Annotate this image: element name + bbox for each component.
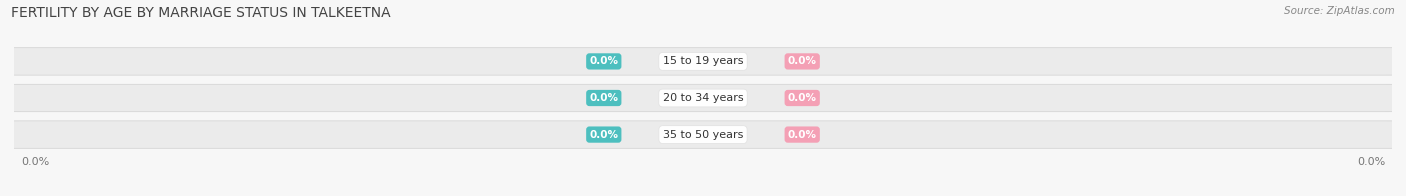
Text: FERTILITY BY AGE BY MARRIAGE STATUS IN TALKEETNA: FERTILITY BY AGE BY MARRIAGE STATUS IN T… <box>11 6 391 20</box>
Text: 0.0%: 0.0% <box>589 93 619 103</box>
Text: 0.0%: 0.0% <box>589 56 619 66</box>
Text: 0.0%: 0.0% <box>21 157 49 167</box>
Text: 15 to 19 years: 15 to 19 years <box>662 56 744 66</box>
FancyBboxPatch shape <box>0 84 1406 112</box>
Text: 20 to 34 years: 20 to 34 years <box>662 93 744 103</box>
Text: 35 to 50 years: 35 to 50 years <box>662 130 744 140</box>
FancyBboxPatch shape <box>0 121 1406 148</box>
Text: 0.0%: 0.0% <box>787 130 817 140</box>
Text: 0.0%: 0.0% <box>787 56 817 66</box>
FancyBboxPatch shape <box>0 48 1406 75</box>
Text: 0.0%: 0.0% <box>787 93 817 103</box>
Text: 0.0%: 0.0% <box>589 130 619 140</box>
Legend: Married, Unmarried: Married, Unmarried <box>619 193 787 196</box>
Text: Source: ZipAtlas.com: Source: ZipAtlas.com <box>1284 6 1395 16</box>
Text: 0.0%: 0.0% <box>1357 157 1385 167</box>
